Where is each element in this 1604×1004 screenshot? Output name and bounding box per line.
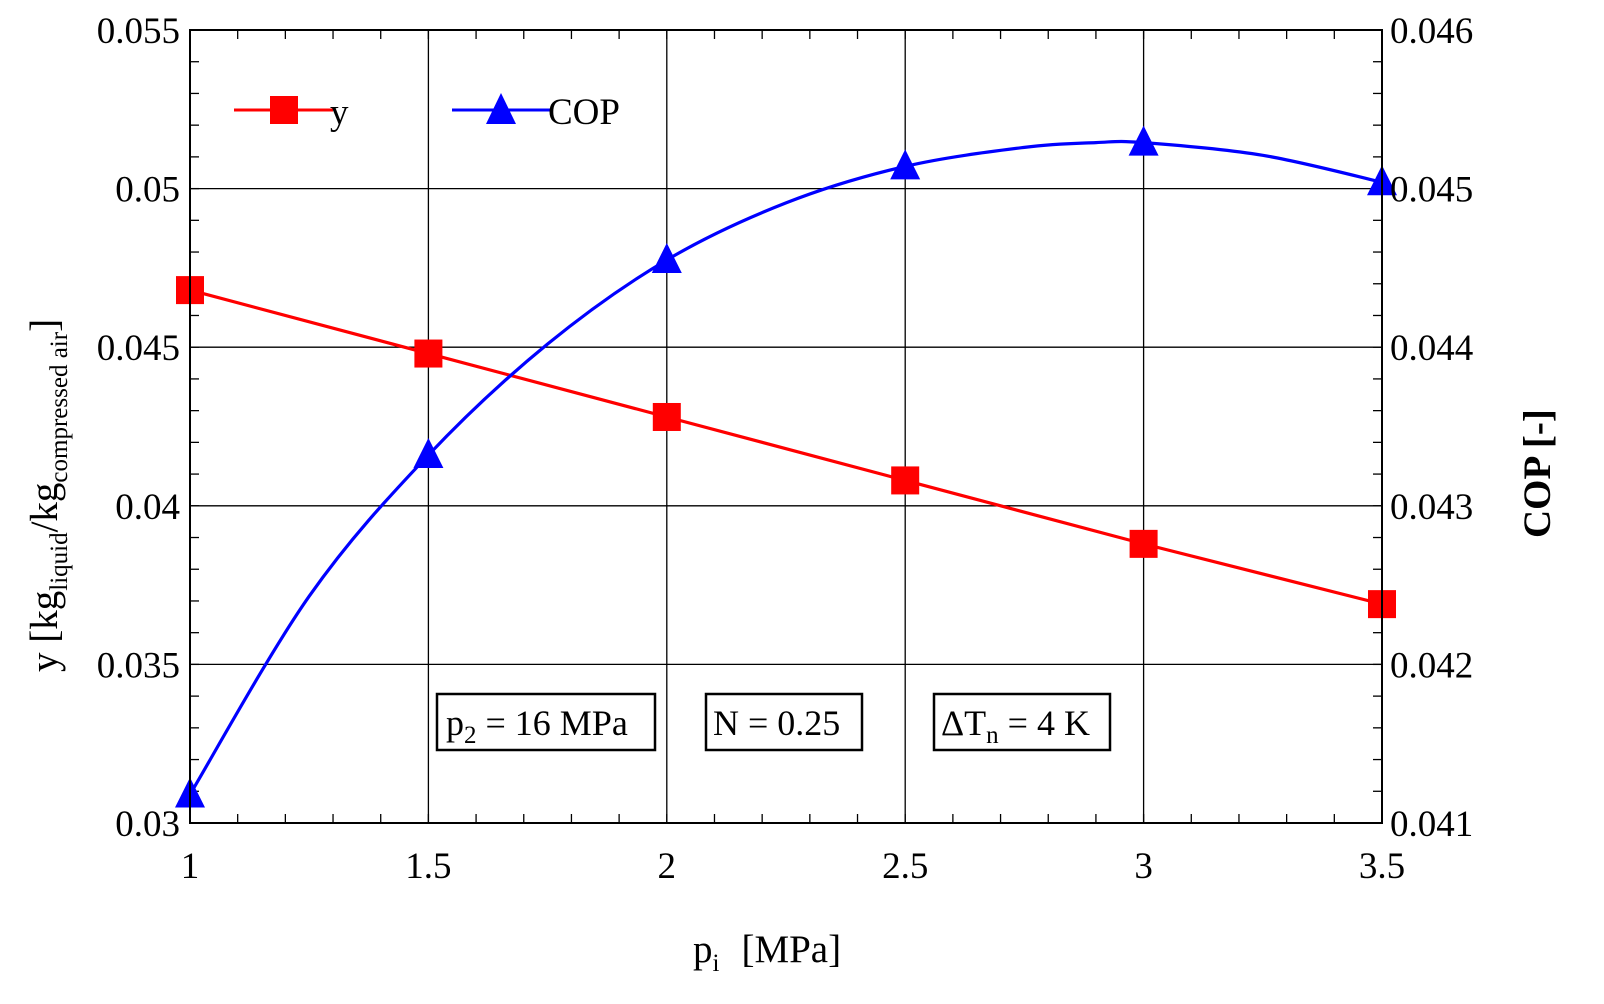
data-point-y	[652, 402, 681, 431]
y-right-tick-label: 0.043	[1390, 487, 1473, 528]
y-right-tick-label: 0.044	[1390, 328, 1473, 369]
data-point-cop	[890, 149, 921, 180]
y-right-tick-label: 0.045	[1390, 170, 1473, 211]
annotation-text: ΔTn = 4 K	[941, 703, 1090, 749]
x-tick-label: 2	[658, 846, 677, 887]
tick-label-layer: 1 1.5 2 2.5 3 3.5 0.03 0.035 0.04 0.045 0.05 0.055 0…	[97, 11, 1474, 887]
y-left-tick-label: 0.055	[97, 11, 180, 52]
series-line-y	[189, 288, 1383, 606]
y-left-tick-label: 0.035	[97, 645, 180, 686]
y-left-tick-label: 0.045	[97, 328, 180, 369]
left-axis-title: y [kgliquid/kgcompressed air]	[23, 319, 73, 672]
annotation-box	[704, 692, 864, 752]
y-left-tick-label: 0.04	[115, 487, 180, 528]
x-tick-label: 3	[1134, 846, 1153, 887]
legend-label-y: y	[330, 92, 349, 133]
data-point-cop	[651, 242, 682, 273]
right-axis-title: COP [-]	[1516, 409, 1559, 538]
x-tick-label: 2.5	[882, 846, 928, 887]
y-right-tick-label: 0.042	[1390, 645, 1473, 686]
legend: y COP	[234, 92, 620, 133]
data-point-y	[414, 339, 443, 368]
annotation-pressure: p2 = 16 MPa	[435, 692, 657, 752]
data-point-y	[1129, 529, 1158, 558]
legend-label-cop: COP	[548, 92, 620, 133]
data-point-y	[891, 466, 920, 495]
legend-marker-square	[270, 96, 298, 124]
y-right-tick-label: 0.046	[1390, 11, 1473, 52]
series-layer	[175, 125, 1397, 808]
x-tick-label: 3.5	[1359, 846, 1405, 887]
annotation-delta-t: ΔTn = 4 K	[932, 692, 1112, 752]
y-left-tick-label: 0.05	[115, 170, 180, 211]
plot-frame	[189, 29, 1383, 824]
annotation-box	[435, 692, 657, 752]
annotation-text: N = 0.25	[713, 703, 840, 743]
x-axis-title: pi [MPa]	[693, 928, 841, 977]
x-tick-label: 1	[181, 846, 200, 887]
y-left-tick-label: 0.03	[115, 804, 180, 845]
legend-marker-triangle	[486, 93, 516, 124]
data-point-cop	[413, 438, 444, 469]
x-tick-label: 1.5	[405, 846, 451, 887]
y-right-tick-label: 0.041	[1390, 804, 1473, 845]
annotation-n: N = 0.25	[704, 692, 864, 752]
annotation-box	[932, 692, 1112, 752]
annotation-text: p2 = 16 MPa	[446, 703, 628, 749]
data-point-cop	[1128, 125, 1159, 156]
